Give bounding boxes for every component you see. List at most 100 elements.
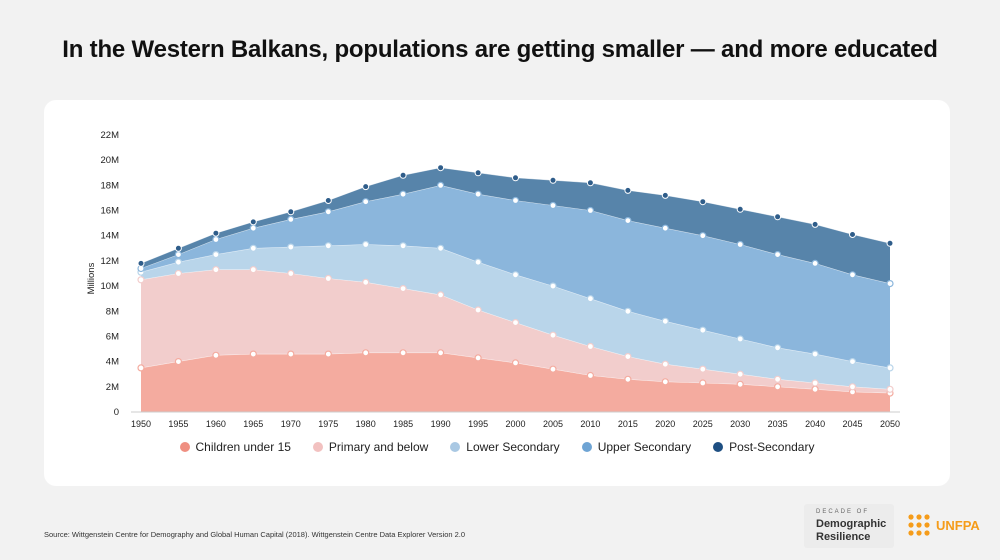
point-series-5-1950 <box>137 259 145 267</box>
point-series-1-2000 <box>511 359 520 367</box>
point-series-3-2015 <box>624 307 632 315</box>
point-series-3-2005 <box>549 282 557 290</box>
point-series-1-1970 <box>287 350 295 358</box>
x-tick-label-2030: 2030 <box>730 419 750 429</box>
legend-item-1: Children under 15 <box>179 440 291 454</box>
point-series-4-2000 <box>511 196 520 205</box>
point-series-3-1995 <box>474 258 482 266</box>
point-series-2-1995 <box>474 306 482 314</box>
point-series-2-2040 <box>811 379 819 387</box>
point-series-2-1960 <box>212 266 220 274</box>
logo-line-2: Demographic <box>816 518 887 530</box>
chart-card: 0 2M 4M 6M 8M 10M 12M 14M 16M 18M 20M 22M Millions 19… <box>44 100 950 486</box>
y-tick-label-20: 20M <box>101 155 120 166</box>
point-series-3-1960 <box>212 251 220 259</box>
point-series-2-2005 <box>549 331 557 339</box>
y-axis-label: Millions <box>86 262 97 294</box>
point-series-2-2045 <box>848 383 857 391</box>
point-series-3-2000 <box>511 271 520 279</box>
unfpa-logo: UNFPA <box>906 512 980 542</box>
point-series-4-1995 <box>474 190 482 198</box>
point-series-2-2030 <box>736 370 744 378</box>
point-series-3-2030 <box>736 335 744 343</box>
point-series-4-2025 <box>699 232 707 240</box>
point-series-5-1975 <box>324 197 332 204</box>
point-series-3-1980 <box>362 240 370 249</box>
stacked-area-chart: 0 2M 4M 6M 8M 10M 12M 14M 16M 18M 20M 22M Millions 19… <box>86 130 900 429</box>
point-series-5-2030 <box>736 205 744 213</box>
chart-legend: Children under 15 Primary and below Lower … <box>44 440 950 454</box>
point-series-5-2000 <box>512 174 519 182</box>
point-series-4-2035 <box>773 251 782 259</box>
point-series-1-2025 <box>699 379 707 387</box>
x-tick-label-2025: 2025 <box>693 419 713 429</box>
point-series-5-2020 <box>661 191 669 199</box>
point-series-4-1955 <box>174 251 182 259</box>
point-series-5-2025 <box>699 198 707 206</box>
logo-line-3: Resilience <box>816 531 871 543</box>
point-series-1-2015 <box>624 375 632 383</box>
legend-label: Upper Secondary <box>597 440 692 454</box>
point-series-4-1980 <box>362 198 370 206</box>
point-series-2-2010 <box>586 342 595 351</box>
point-series-3-2020 <box>661 317 669 325</box>
area-series-2 <box>141 269 890 394</box>
legend-item-4: Upper Secondary <box>581 440 692 454</box>
point-series-4-2020 <box>661 224 669 232</box>
point-series-5-1990 <box>437 164 445 172</box>
point-series-4-1975 <box>324 208 332 216</box>
x-tick-label-1995: 1995 <box>468 419 488 429</box>
point-series-1-1980 <box>362 349 370 357</box>
point-series-4-2050 <box>886 280 894 288</box>
point-series-2-2000 <box>511 319 520 327</box>
point-series-1-2005 <box>549 365 557 373</box>
x-tick-label-2015: 2015 <box>618 419 638 429</box>
x-tick-label-2040: 2040 <box>805 419 825 429</box>
y-tick-label-6: 6M <box>106 332 119 343</box>
x-tick-label-2045: 2045 <box>842 419 862 429</box>
point-series-1-2035 <box>773 383 782 391</box>
x-tick-label-1990: 1990 <box>431 419 451 429</box>
point-series-3-1985 <box>399 242 407 250</box>
area-series-5 <box>141 167 890 284</box>
point-series-4-2015 <box>624 216 632 225</box>
y-tick-label-12: 12M <box>101 256 120 267</box>
point-series-5-2045 <box>849 231 856 238</box>
point-series-3-1990 <box>437 244 445 252</box>
point-series-1-2030 <box>736 380 744 388</box>
point-series-1-1950 <box>137 364 145 372</box>
area-series-4 <box>141 185 890 368</box>
point-series-5-2005 <box>549 176 557 184</box>
point-series-3-1965 <box>249 244 257 252</box>
x-tick-label-2050: 2050 <box>880 419 900 429</box>
legend-swatch-icon <box>179 442 190 452</box>
point-series-1-1990 <box>437 349 445 357</box>
page-title: In the Western Balkans, populations are … <box>62 36 938 63</box>
point-series-5-1970 <box>287 208 295 216</box>
legend-swatch-icon <box>581 442 592 452</box>
point-series-1-1975 <box>324 350 332 358</box>
point-series-3-1970 <box>287 243 295 251</box>
x-tick-label-1965: 1965 <box>243 419 263 429</box>
x-tick-label-2035: 2035 <box>768 419 788 429</box>
point-series-2-2050 <box>886 385 894 393</box>
decade-of-demographic-resilience-logo: DECADE OF Demographic Resilience <box>804 504 894 548</box>
point-series-5-2015 <box>624 186 632 194</box>
x-tick-label-2010: 2010 <box>580 419 600 429</box>
point-series-4-1990 <box>437 181 445 190</box>
point-series-1-2040 <box>811 385 819 393</box>
point-series-1-1995 <box>474 354 482 362</box>
point-series-4-2005 <box>549 201 557 210</box>
x-tick-label-1950: 1950 <box>131 419 151 429</box>
point-series-2-1955 <box>174 269 182 278</box>
point-series-3-2025 <box>699 326 707 334</box>
source-note: Source: Wittgenstein Centre for Demograp… <box>44 530 466 539</box>
point-series-5-1980 <box>362 183 370 191</box>
point-series-3-1955 <box>174 258 182 266</box>
x-tick-label-1975: 1975 <box>318 419 338 429</box>
point-series-2-1965 <box>249 266 257 274</box>
y-tick-label-16: 16M <box>101 206 120 217</box>
y-tick-label-2: 2M <box>106 382 119 393</box>
unfpa-dots-icon <box>908 514 930 536</box>
point-series-4-2040 <box>811 259 819 267</box>
